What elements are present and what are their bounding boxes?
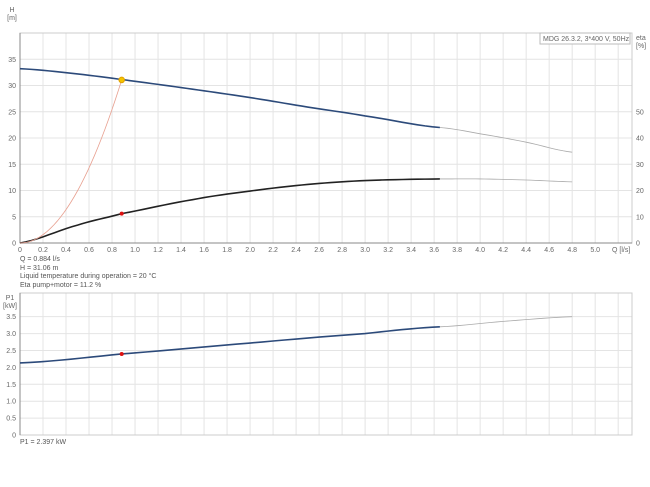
eta-curve-extension xyxy=(439,178,573,183)
info-temp: Liquid temperature during operation = 20… xyxy=(20,273,157,280)
x-tick-label: 4.8 xyxy=(567,247,577,254)
head-curve xyxy=(19,67,440,129)
x-tick-label: 2.2 xyxy=(268,247,278,254)
operating-info: Q = 0.884 l/s H = 31.06 m Liquid tempera… xyxy=(20,256,156,290)
y-right-tick-label: 40 xyxy=(636,136,644,143)
x-tick-label: 0.4 xyxy=(61,247,71,254)
y-right-axis-label: eta xyxy=(636,35,646,42)
x-tick-label: 2.0 xyxy=(245,247,255,254)
y-tick-label: 20 xyxy=(8,136,16,143)
x-tick-label: 2.6 xyxy=(314,247,324,254)
head-curve-extension xyxy=(439,127,573,153)
y-tick-label: 10 xyxy=(8,188,16,195)
y-tick-label: 3.5 xyxy=(6,314,16,321)
y-tick-label: 1.5 xyxy=(6,382,16,389)
x-tick-label: 4.2 xyxy=(498,247,508,254)
x-tick-label: 1.2 xyxy=(153,247,163,254)
x-tick-label: 1.4 xyxy=(176,247,186,254)
info-eta: Eta pump+motor = 11.2 % xyxy=(20,281,102,289)
y-tick-label: 30 xyxy=(8,83,16,90)
y-tick-label: 0 xyxy=(12,433,16,440)
x-tick-label: 0.2 xyxy=(38,247,48,254)
operating-point-p1 xyxy=(119,351,124,356)
y-right-tick-label: 20 xyxy=(636,188,644,195)
x-tick-label: 3.2 xyxy=(383,247,393,254)
legend-box xyxy=(539,32,631,45)
x-tick-label: 0 xyxy=(18,247,22,254)
operating-point-eta xyxy=(119,211,124,216)
y-right-axis-unit: [%] xyxy=(636,43,646,50)
x-tick-label: 4.6 xyxy=(544,247,554,254)
x-tick-label: 3.8 xyxy=(452,247,462,254)
p1-curve-extension xyxy=(439,316,573,328)
y-tick-label: 0 xyxy=(12,241,16,248)
y-right-tick-label: 10 xyxy=(636,214,644,221)
x-tick-label: 2.8 xyxy=(337,247,347,254)
y-tick-label: 2.0 xyxy=(6,365,16,372)
y-tick-label: 15 xyxy=(8,162,16,169)
x-tick-label: 0.6 xyxy=(84,247,94,254)
x-tick-label: 4.4 xyxy=(521,247,531,254)
y-axis-unit: [m] xyxy=(7,15,17,22)
info-p1: P1 = 2.397 kW xyxy=(20,439,67,446)
x-tick-label: 0.8 xyxy=(107,247,117,254)
y-tick-label: 0.5 xyxy=(6,416,16,423)
eta-curve xyxy=(19,178,440,244)
y-axis-unit: [kW] xyxy=(3,303,17,310)
y-right-tick-label: 0 xyxy=(636,241,640,248)
p1-curve xyxy=(19,326,440,364)
x-tick-label: 3.6 xyxy=(429,247,439,254)
x-axis-label: Q [l/s] xyxy=(612,247,630,254)
x-tick-label: 1.8 xyxy=(222,247,232,254)
y-tick-label: 25 xyxy=(8,109,16,116)
y-right-tick-label: 50 xyxy=(636,109,644,116)
x-tick-label: 1.0 xyxy=(130,247,140,254)
x-tick-label: 2.4 xyxy=(291,247,301,254)
info-q: Q = 0.884 l/s xyxy=(20,256,60,263)
x-tick-label: 1.6 xyxy=(199,247,209,254)
y-right-tick-label: 30 xyxy=(636,162,644,169)
y-axis-label: P1 xyxy=(6,295,15,302)
legend-label: MDG 26.3.2, 3*400 V, 50Hz xyxy=(543,36,630,43)
operating-point-head xyxy=(118,76,125,84)
x-tick-label: 5.0 xyxy=(590,247,600,254)
x-tick-label: 3.0 xyxy=(360,247,370,254)
y-tick-label: 5 xyxy=(12,214,16,221)
info-h: H = 31.06 m xyxy=(20,264,59,272)
y-tick-label: 3.0 xyxy=(6,331,16,338)
x-tick-label: 4.0 xyxy=(475,247,485,254)
y-tick-label: 2.5 xyxy=(6,348,16,355)
y-tick-label: 35 xyxy=(8,57,16,64)
x-tick-label: 3.4 xyxy=(406,247,416,254)
system-curve xyxy=(19,79,123,244)
y-axis-label: H xyxy=(9,7,14,14)
y-tick-label: 1.0 xyxy=(6,399,16,406)
